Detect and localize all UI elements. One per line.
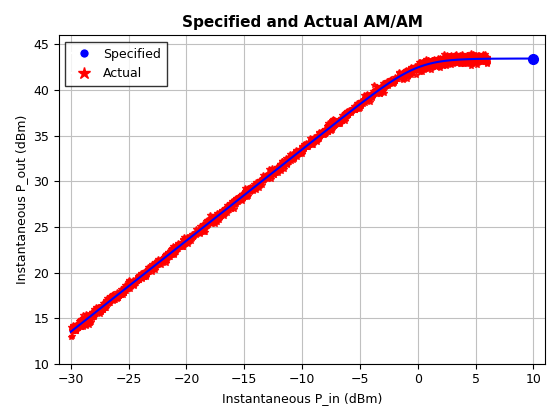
Actual — [157, 257, 164, 262]
Legend: Specified, Actual: Specified, Actual — [66, 42, 167, 87]
Actual — [68, 334, 75, 339]
Actual — [469, 55, 475, 60]
Actual — [468, 50, 474, 55]
Actual — [434, 63, 441, 68]
Title: Specified and Actual AM/AM: Specified and Actual AM/AM — [181, 15, 422, 30]
X-axis label: Instantaneous P_in (dBm): Instantaneous P_in (dBm) — [222, 392, 382, 405]
Actual — [464, 52, 470, 57]
Actual — [107, 295, 114, 300]
Y-axis label: Instantaneous P_out (dBm): Instantaneous P_out (dBm) — [15, 115, 28, 284]
Line: Actual: Actual — [68, 50, 490, 339]
Actual — [429, 62, 436, 67]
Actual — [279, 163, 286, 168]
Actual — [80, 321, 87, 326]
